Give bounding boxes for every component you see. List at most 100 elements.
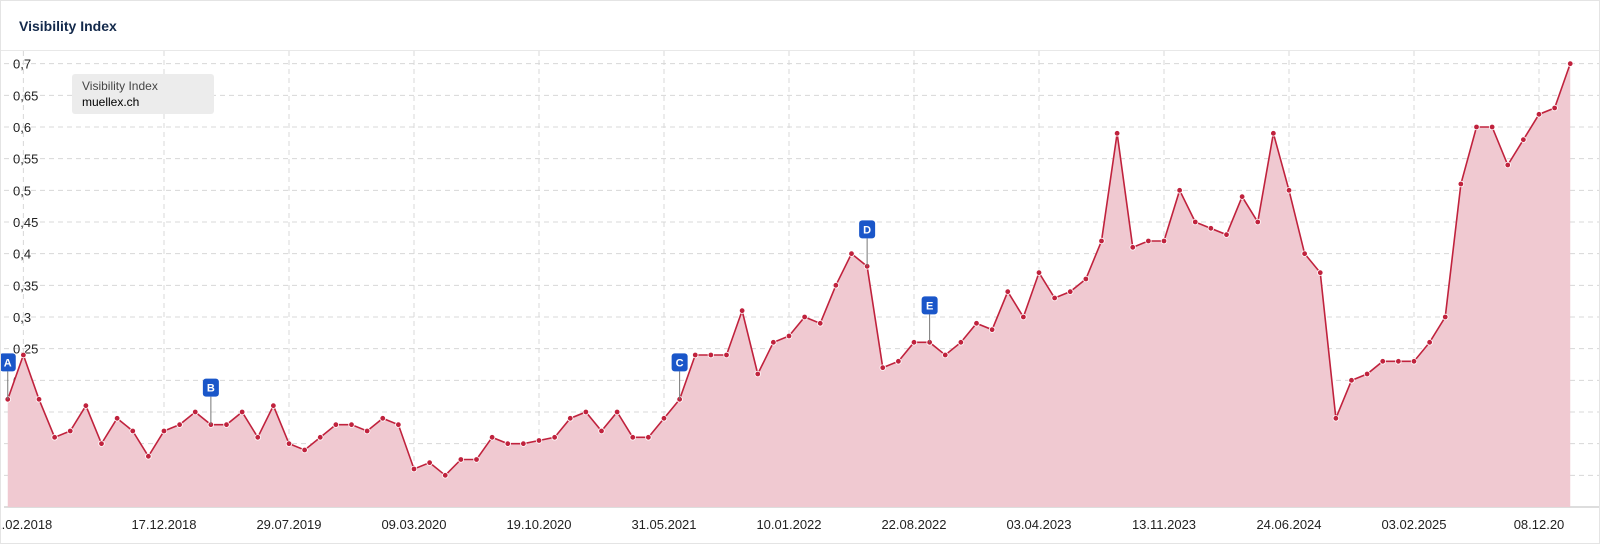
point bbox=[1473, 123, 1480, 131]
point bbox=[520, 440, 527, 447]
event-label: D bbox=[863, 224, 871, 236]
point bbox=[660, 415, 668, 422]
point bbox=[1192, 218, 1199, 226]
event-label: B bbox=[207, 383, 215, 395]
event-marker bbox=[921, 296, 938, 315]
point bbox=[942, 351, 949, 359]
point bbox=[35, 396, 43, 403]
point bbox=[1410, 358, 1418, 365]
point bbox=[973, 320, 980, 327]
point bbox=[785, 332, 793, 340]
event-label: C bbox=[676, 357, 684, 369]
event-marker bbox=[1, 353, 16, 372]
point bbox=[1379, 358, 1386, 365]
chart-title: Visibility Index bbox=[19, 18, 117, 34]
point bbox=[801, 313, 808, 321]
point bbox=[1082, 275, 1090, 283]
y-tick-label: 0,5 bbox=[13, 183, 31, 198]
point bbox=[629, 434, 636, 441]
point bbox=[1051, 294, 1058, 302]
legend-entry: muellex.ch bbox=[82, 95, 139, 109]
point bbox=[223, 421, 230, 428]
event-marker bbox=[859, 220, 876, 239]
point bbox=[1442, 313, 1449, 321]
point bbox=[1567, 60, 1574, 67]
point bbox=[1004, 288, 1011, 295]
point bbox=[238, 408, 246, 416]
point bbox=[1457, 180, 1465, 188]
point bbox=[1207, 225, 1215, 232]
point bbox=[332, 421, 340, 428]
point bbox=[1332, 415, 1340, 422]
point bbox=[692, 351, 699, 359]
point bbox=[832, 282, 840, 289]
point bbox=[426, 459, 433, 466]
point bbox=[910, 339, 918, 346]
point bbox=[988, 326, 996, 333]
point bbox=[1254, 218, 1261, 226]
point bbox=[957, 339, 965, 346]
x-tick-label: 17.12.2018 bbox=[131, 517, 196, 532]
point bbox=[410, 465, 418, 473]
y-tick-label: 0,6 bbox=[13, 120, 31, 135]
point bbox=[848, 250, 855, 257]
point bbox=[645, 434, 652, 441]
point bbox=[129, 427, 136, 435]
point bbox=[192, 408, 199, 416]
x-tick-label: 22.08.2022 bbox=[881, 517, 946, 532]
point bbox=[82, 402, 90, 409]
event-label: E bbox=[926, 300, 933, 312]
point bbox=[754, 370, 761, 378]
point bbox=[1395, 358, 1402, 365]
x-tick-label: 13.11.2023 bbox=[1132, 517, 1196, 532]
point bbox=[1301, 250, 1308, 257]
point bbox=[551, 434, 558, 441]
y-tick-label: 0,25 bbox=[13, 342, 38, 357]
x-tick-label: 03.04.2023 bbox=[1006, 517, 1071, 532]
point bbox=[113, 415, 121, 422]
point bbox=[582, 408, 590, 416]
point bbox=[1426, 339, 1433, 346]
point bbox=[504, 440, 511, 447]
point bbox=[20, 351, 27, 359]
point bbox=[1223, 231, 1230, 238]
x-tick-label: 19.10.2020 bbox=[506, 517, 571, 532]
event-label: A bbox=[4, 357, 12, 369]
point bbox=[98, 440, 105, 447]
point bbox=[879, 364, 886, 371]
point bbox=[723, 351, 730, 359]
point bbox=[1129, 244, 1136, 251]
point bbox=[1285, 187, 1293, 194]
x-tick-label: 03.02.2025 bbox=[1381, 517, 1446, 532]
point bbox=[1488, 123, 1496, 131]
area bbox=[7, 63, 1571, 508]
point bbox=[1238, 193, 1246, 200]
point bbox=[707, 351, 715, 359]
x-tick-label: 09.03.2020 bbox=[381, 517, 446, 532]
point bbox=[301, 446, 308, 454]
x-tick-label: 2.02.2018 bbox=[1, 517, 52, 532]
point bbox=[1520, 136, 1527, 143]
y-tick-label: 0,65 bbox=[13, 88, 38, 103]
point bbox=[1035, 269, 1043, 276]
point bbox=[488, 434, 496, 441]
point bbox=[254, 434, 261, 441]
point bbox=[457, 456, 465, 463]
point bbox=[363, 427, 371, 435]
point bbox=[1535, 111, 1543, 118]
point bbox=[285, 440, 293, 447]
point bbox=[895, 358, 902, 365]
point bbox=[613, 408, 621, 416]
point bbox=[176, 421, 183, 428]
y-tick-label: 0,35 bbox=[13, 278, 38, 293]
y-tick-label: 0,55 bbox=[13, 152, 38, 167]
point bbox=[1145, 237, 1152, 245]
point bbox=[1270, 130, 1277, 137]
point bbox=[51, 434, 58, 441]
point bbox=[1176, 187, 1183, 194]
x-tick-label: 31.05.2021 bbox=[631, 517, 696, 532]
legend-title: Visibility Index bbox=[82, 79, 158, 93]
point bbox=[1098, 237, 1105, 245]
